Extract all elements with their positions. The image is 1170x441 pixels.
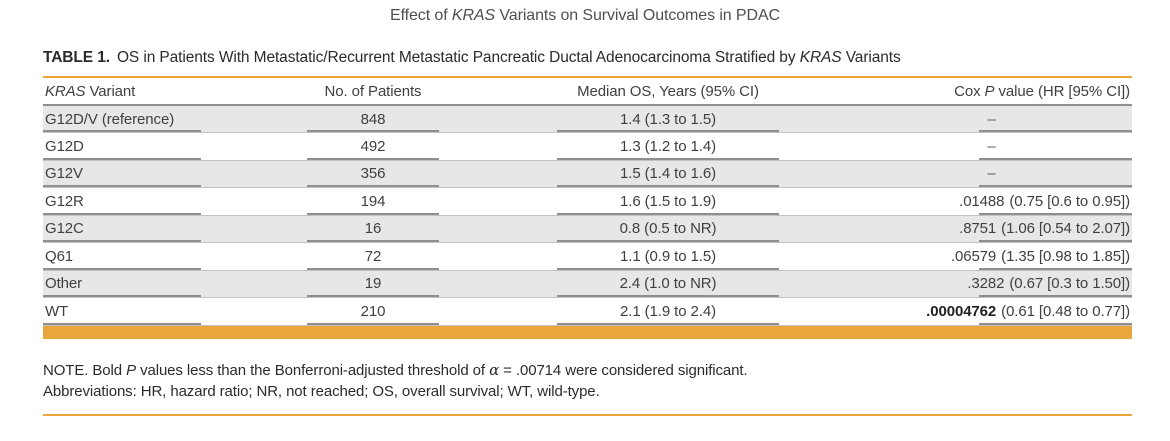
table-caption-gene: KRAS xyxy=(799,49,842,66)
table-row: G12D 492 1.3 (1.2 to 1.4) – xyxy=(43,132,1132,160)
cox-p-value: – xyxy=(987,137,996,155)
col-header-cox-p-italic: P xyxy=(984,82,995,100)
table-bottom-accent-bar xyxy=(43,325,1132,339)
table-footnotes: NOTE. Bold P values less than the Bonfer… xyxy=(43,360,1132,402)
table-row: G12V 356 1.5 (1.4 to 1.6) – xyxy=(43,160,1132,188)
header-row: KRAS Variant No. of Patients Median OS, … xyxy=(43,78,1132,106)
cox-p-value-significant: .00004762 xyxy=(926,302,997,320)
table-row: G12C 16 0.8 (0.5 to NR) .8751 (1.06 [0.54… xyxy=(43,215,1132,243)
cell-patients: 356 xyxy=(263,160,483,188)
cell-median-os: 2.1 (1.9 to 2.4) xyxy=(483,297,853,325)
col-header-cox-pre: Cox xyxy=(954,82,985,100)
cell-variant: WT xyxy=(43,297,263,325)
abbreviations-line: Abbreviations: HR, hazard ratio; NR, not… xyxy=(43,382,600,400)
table-caption-text-pre: OS in Patients With Metastatic/Recurrent… xyxy=(116,49,800,66)
cell-patients: 848 xyxy=(263,105,483,133)
page-title-gene: KRAS xyxy=(451,7,496,24)
cell-median-os: 1.3 (1.2 to 1.4) xyxy=(483,132,853,160)
cell-median-os: 1.6 (1.5 to 1.9) xyxy=(483,187,853,215)
cell-median-os: 2.4 (1.0 to NR) xyxy=(483,270,853,298)
cell-patients: 210 xyxy=(263,297,483,325)
table-row: Other 19 2.4 (1.0 to NR) .3282 (0.67 [0.3… xyxy=(43,270,1132,298)
cell-patients: 16 xyxy=(263,215,483,243)
cell-cox-p: – xyxy=(853,160,1132,188)
table-row: G12D/V (reference) 848 1.4 (1.3 to 1.5) … xyxy=(43,105,1132,133)
cox-ci-value: (0.75 [0.6 to 0.95]) xyxy=(1009,192,1130,210)
cox-ci-value: (0.67 [0.3 to 1.50]) xyxy=(1009,275,1130,293)
col-header-cox-p: Cox P value (HR [95% CI]) xyxy=(853,78,1132,106)
page-title-pre: Effect of xyxy=(390,7,452,24)
cell-cox-p: .06579 (1.35 [0.98 to 1.85]) xyxy=(853,242,1132,270)
cox-p-value: – xyxy=(987,110,996,128)
cell-patients: 19 xyxy=(263,270,483,298)
cell-median-os: 0.8 (0.5 to NR) xyxy=(483,215,853,243)
cell-variant: G12R xyxy=(43,187,263,215)
col-header-patients: No. of Patients xyxy=(263,78,483,106)
page-bottom-accent-rule xyxy=(43,413,1132,416)
table-caption-label: TABLE 1. xyxy=(43,49,110,66)
cell-cox-p: .3282 (0.67 [0.3 to 1.50]) xyxy=(853,270,1132,298)
table-content: TABLE 1. OS in Patients With Metastatic/R… xyxy=(43,49,1132,416)
cell-median-os: 1.5 (1.4 to 1.6) xyxy=(483,160,853,188)
cell-cox-p: – xyxy=(853,105,1132,133)
col-header-median-os: Median OS, Years (95% CI) xyxy=(483,78,853,106)
cell-cox-p: .01488 (0.75 [0.6 to 0.95]) xyxy=(853,187,1132,215)
table-row: WT 210 2.1 (1.9 to 2.4) .00004762 (0.61 [… xyxy=(43,297,1132,325)
cell-variant: Other xyxy=(43,270,263,298)
kras-survival-table: KRAS Variant No. of Patients Median OS, … xyxy=(43,78,1132,326)
cell-cox-p: .00004762 (0.61 [0.48 to 0.77]) xyxy=(853,297,1132,325)
table-row: G12R 194 1.6 (1.5 to 1.9) .01488 (0.75 [0… xyxy=(43,187,1132,215)
cell-variant: G12C xyxy=(43,215,263,243)
note-p-italic: P xyxy=(126,361,136,379)
cell-cox-p: – xyxy=(853,132,1132,160)
note-line: NOTE. Bold P values less than the Bonfer… xyxy=(43,360,1132,381)
cox-ci-value: (0.61 [0.48 to 0.77]) xyxy=(1001,302,1130,320)
col-header-variant: KRAS Variant xyxy=(43,78,263,106)
table-row: Q61 72 1.1 (0.9 to 1.5) .06579 (1.35 [0.9… xyxy=(43,242,1132,270)
cell-variant: Q61 xyxy=(43,242,263,270)
cell-patients: 194 xyxy=(263,187,483,215)
cell-median-os: 1.4 (1.3 to 1.5) xyxy=(483,105,853,133)
cox-p-value: .01488 xyxy=(959,192,1005,210)
col-header-variant-gene: KRAS xyxy=(45,82,86,100)
cell-patients: 492 xyxy=(263,132,483,160)
cox-ci-value: (1.06 [0.54 to 2.07]) xyxy=(1001,220,1130,238)
cox-p-value: .06579 xyxy=(950,247,997,265)
cox-p-value: .8751 xyxy=(959,220,997,238)
cox-p-value: – xyxy=(987,165,996,183)
col-header-cox-rest: value (HR [95% CI]) xyxy=(994,82,1131,100)
page-title-post: Variants on Survival Outcomes in PDAC xyxy=(495,7,780,24)
cell-patients: 72 xyxy=(263,242,483,270)
note-pre: NOTE. Bold xyxy=(43,361,127,379)
table-caption-text-post: Variants xyxy=(841,49,901,66)
cell-variant: G12D xyxy=(43,132,263,160)
note-post: = .00714 were considered significant. xyxy=(499,361,748,379)
cell-cox-p: .8751 (1.06 [0.54 to 2.07]) xyxy=(853,215,1132,243)
data-table-wrap: KRAS Variant No. of Patients Median OS, … xyxy=(43,76,1132,339)
cox-p-value: .3282 xyxy=(967,275,1005,293)
cell-variant: G12D/V (reference) xyxy=(43,105,263,133)
alpha-symbol: α xyxy=(489,360,500,379)
table-caption: TABLE 1. OS in Patients With Metastatic/R… xyxy=(43,49,1132,67)
cell-variant: G12V xyxy=(43,160,263,188)
col-header-variant-rest: Variant xyxy=(85,82,136,100)
note-mid: values less than the Bonferroni-adjusted… xyxy=(136,361,490,379)
cox-ci-value: (1.35 [0.98 to 1.85]) xyxy=(1001,247,1130,265)
cell-median-os: 1.1 (0.9 to 1.5) xyxy=(483,242,853,270)
page-title: Effect of KRAS Variants on Survival Outc… xyxy=(0,0,1170,25)
